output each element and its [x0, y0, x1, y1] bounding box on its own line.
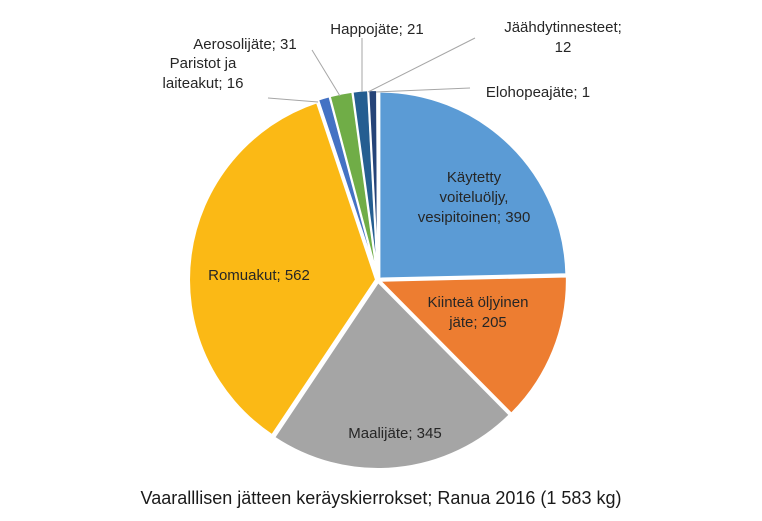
pie-slices	[188, 88, 568, 470]
leader-line-9	[375, 87, 471, 93]
leader-line-5	[267, 97, 319, 103]
data-label-6-line-1: Aerosolijäte; 31	[193, 36, 296, 53]
pie-slice-2	[377, 275, 568, 416]
data-label-4-line-1: Romuakut; 562	[208, 267, 310, 284]
leader-line-6	[311, 49, 341, 97]
data-label-1-line-1: Käytetty	[447, 169, 502, 186]
data-label-8-line-1: Jäähdytinnesteet;	[504, 19, 622, 36]
pie-slice-4	[188, 101, 378, 437]
data-label-2-line-1: Kiinteä öljyinen	[428, 294, 529, 311]
data-label-5-line-1: Paristot ja	[170, 55, 237, 72]
data-label-3-line-1: Maalijäte; 345	[348, 425, 441, 442]
data-label-1-line-3: vesipitoinen; 390	[418, 209, 531, 226]
leader-lines	[267, 37, 476, 103]
pie-slice-1	[378, 90, 568, 280]
pie-slice-3	[272, 280, 512, 470]
data-label-5-line-2: laiteakut; 16	[163, 75, 244, 92]
data-labels: Käytetty voiteluöljy, vesipitoinen; 390 Kii…	[163, 19, 622, 442]
pie-slice-9	[376, 88, 379, 278]
leader-line-8	[367, 37, 476, 93]
data-label-8-line-2: 12	[555, 39, 572, 56]
data-label-2-line-2: jäte; 205	[448, 314, 507, 331]
data-label-1-line-2: voiteluöljy,	[440, 189, 509, 206]
chart-title: Vaaralllisen jätteen keräyskierrokset; R…	[141, 488, 622, 508]
data-label-7-line-1: Happojäte; 21	[330, 21, 423, 38]
data-label-9-line-1: Elohopeajäte; 1	[486, 84, 590, 101]
